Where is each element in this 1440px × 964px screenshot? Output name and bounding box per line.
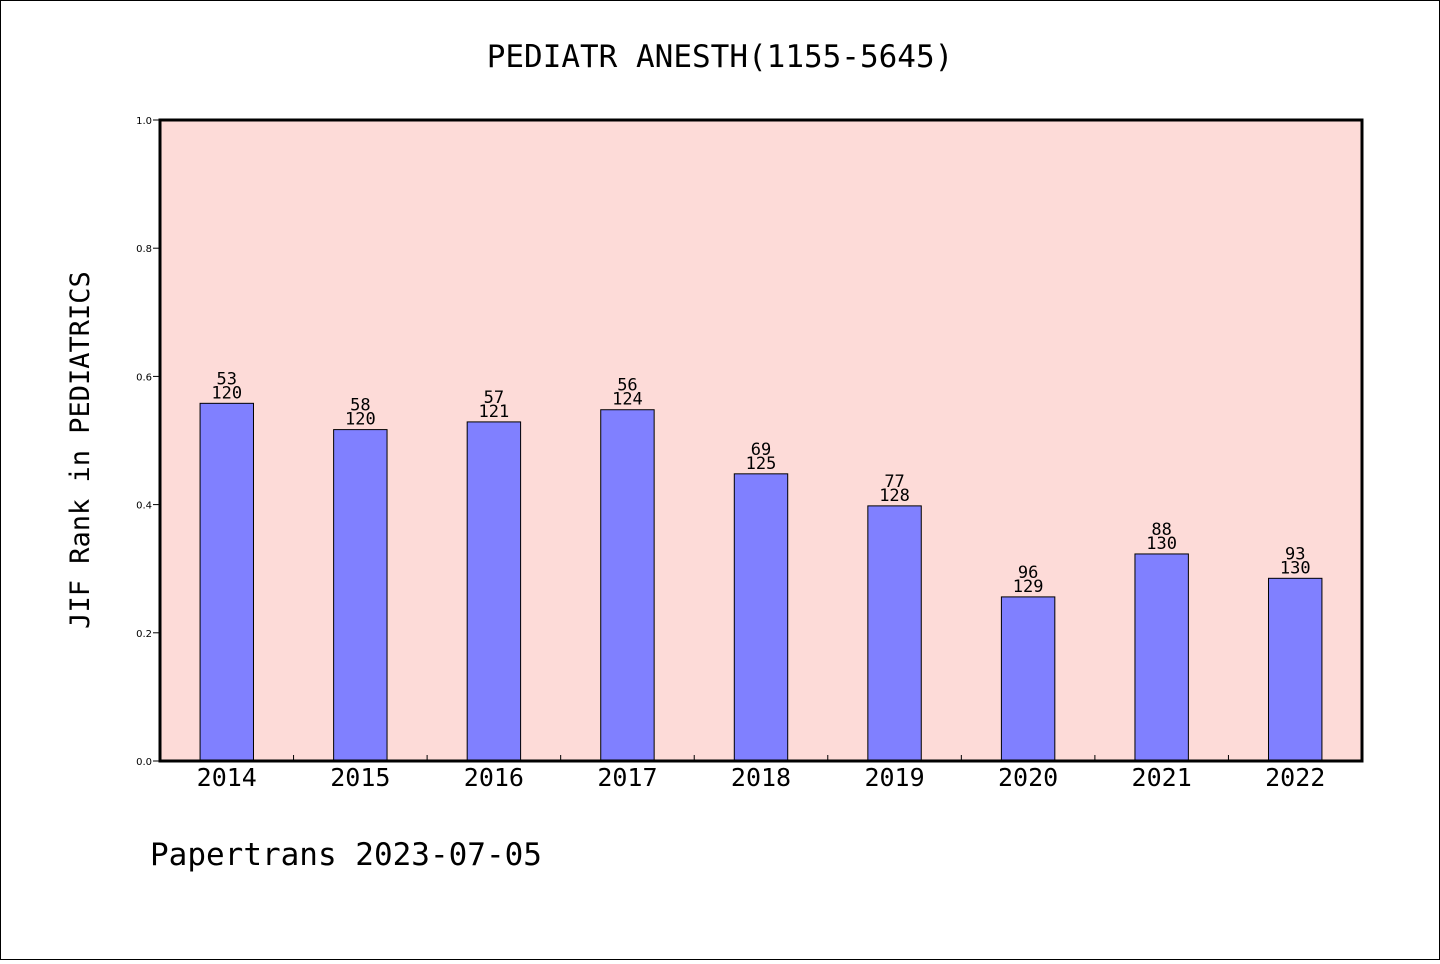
bar-labels: 5312058120571215612469125771289612988130…: [211, 369, 1310, 597]
x-tick-label: 2020: [998, 763, 1058, 792]
bar-total-label: 121: [479, 402, 510, 422]
x-tick-label: 2018: [731, 763, 791, 792]
y-tick-label: 0.0: [136, 757, 152, 768]
bar-rank-label: 58: [350, 396, 370, 416]
x-axis-ticks: 2014 2015 2016 2017 2018 2019 2020 2021 2022: [197, 755, 1325, 792]
x-tick-label: 2019: [864, 763, 924, 792]
chart-title: PEDIATR ANESTH(1155-5645): [487, 39, 954, 75]
bar-2015: [333, 429, 388, 762]
y-tick-label: 0.8: [136, 244, 152, 255]
bar-rank-label: 56: [617, 376, 637, 396]
y-tick-label: 0.2: [136, 629, 152, 640]
x-tick-label: 2021: [1132, 763, 1192, 792]
bar-total-label: 130: [1146, 534, 1177, 554]
bar-rank-label: 57: [484, 388, 504, 408]
bar-total-label: 130: [1280, 558, 1311, 578]
y-axis-label: JIF Rank in PEDIATRICS: [65, 271, 96, 629]
bar-total-label: 129: [1013, 577, 1044, 597]
footer-credit: Papertrans 2023-07-05: [150, 837, 542, 873]
bar-total-label: 128: [879, 486, 910, 506]
bar-2017: [600, 409, 655, 762]
y-tick-label: 1.0: [136, 116, 152, 127]
bar-total-label: 125: [746, 454, 777, 474]
bar-total-label: 120: [345, 410, 376, 430]
bar-2018: [733, 473, 789, 762]
bar-rank-label: 93: [1285, 544, 1305, 564]
plot-border: [158, 118, 1364, 763]
bar-total-label: 124: [612, 390, 643, 410]
x-tick-label: 2014: [197, 763, 257, 792]
x-tick-label: 2017: [597, 763, 657, 792]
bar-2016: [466, 421, 522, 762]
bar-rank-label: 88: [1151, 520, 1171, 540]
bars: [199, 402, 1323, 762]
bar-rank-label: 96: [1018, 563, 1038, 583]
bar-2019: [867, 505, 922, 762]
bar-rank-label: 77: [884, 472, 904, 492]
y-tick-label: 0.6: [136, 372, 152, 383]
bar-2014: [199, 402, 254, 762]
bar-2022: [1268, 577, 1323, 762]
y-axis-ticks: 0.0 0.2 0.4 0.6 0.8 1.0: [136, 116, 160, 768]
bar-total-label: 120: [211, 383, 242, 403]
bar-rank-label: 53: [217, 369, 237, 389]
y-tick-label: 0.4: [136, 501, 152, 512]
x-tick-label: 2022: [1265, 763, 1325, 792]
bar-2020: [1000, 596, 1056, 762]
bar-rank-label: 69: [751, 440, 771, 460]
x-tick-label: 2016: [464, 763, 524, 792]
x-tick-label: 2015: [330, 763, 390, 792]
bar-2021: [1134, 553, 1189, 762]
